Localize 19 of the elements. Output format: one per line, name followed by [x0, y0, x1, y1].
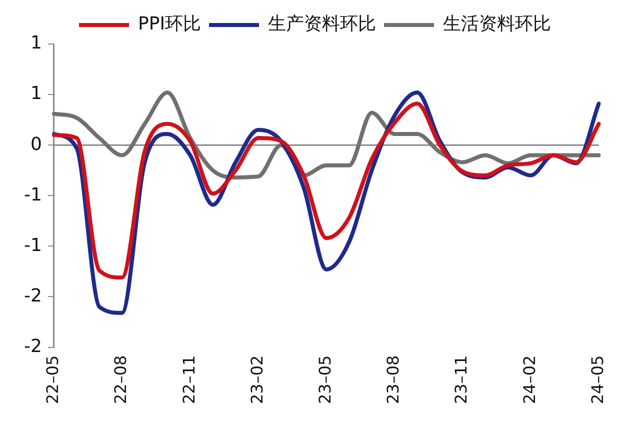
- y-tick-label: 1: [30, 83, 42, 104]
- y-tick-label: -1: [24, 184, 42, 206]
- y-tick-label: 1: [30, 32, 42, 54]
- x-tick-label: 23–05: [316, 355, 335, 404]
- x-tick-label: 22–05: [43, 355, 62, 404]
- x-tick-label: 22–11: [179, 355, 198, 404]
- x-tick-label: 23–08: [384, 355, 403, 404]
- y-tick-label: 0: [30, 134, 42, 155]
- legend-label: PPI环比: [138, 14, 202, 35]
- y-tick-label: -2: [24, 336, 42, 357]
- y-tick-label: -1: [24, 234, 42, 256]
- x-tick-label: 24–02: [520, 355, 539, 404]
- x-tick-label: 23–02: [247, 355, 266, 404]
- y-tick-label: -2: [24, 285, 42, 306]
- x-tick-label: 22–08: [111, 355, 130, 404]
- x-tick-label: 23–11: [452, 355, 471, 404]
- legend-label: 生活资料环比: [443, 14, 552, 35]
- legend-label: 生产资料环比: [268, 14, 376, 35]
- x-tick-label: 24–05: [588, 355, 607, 404]
